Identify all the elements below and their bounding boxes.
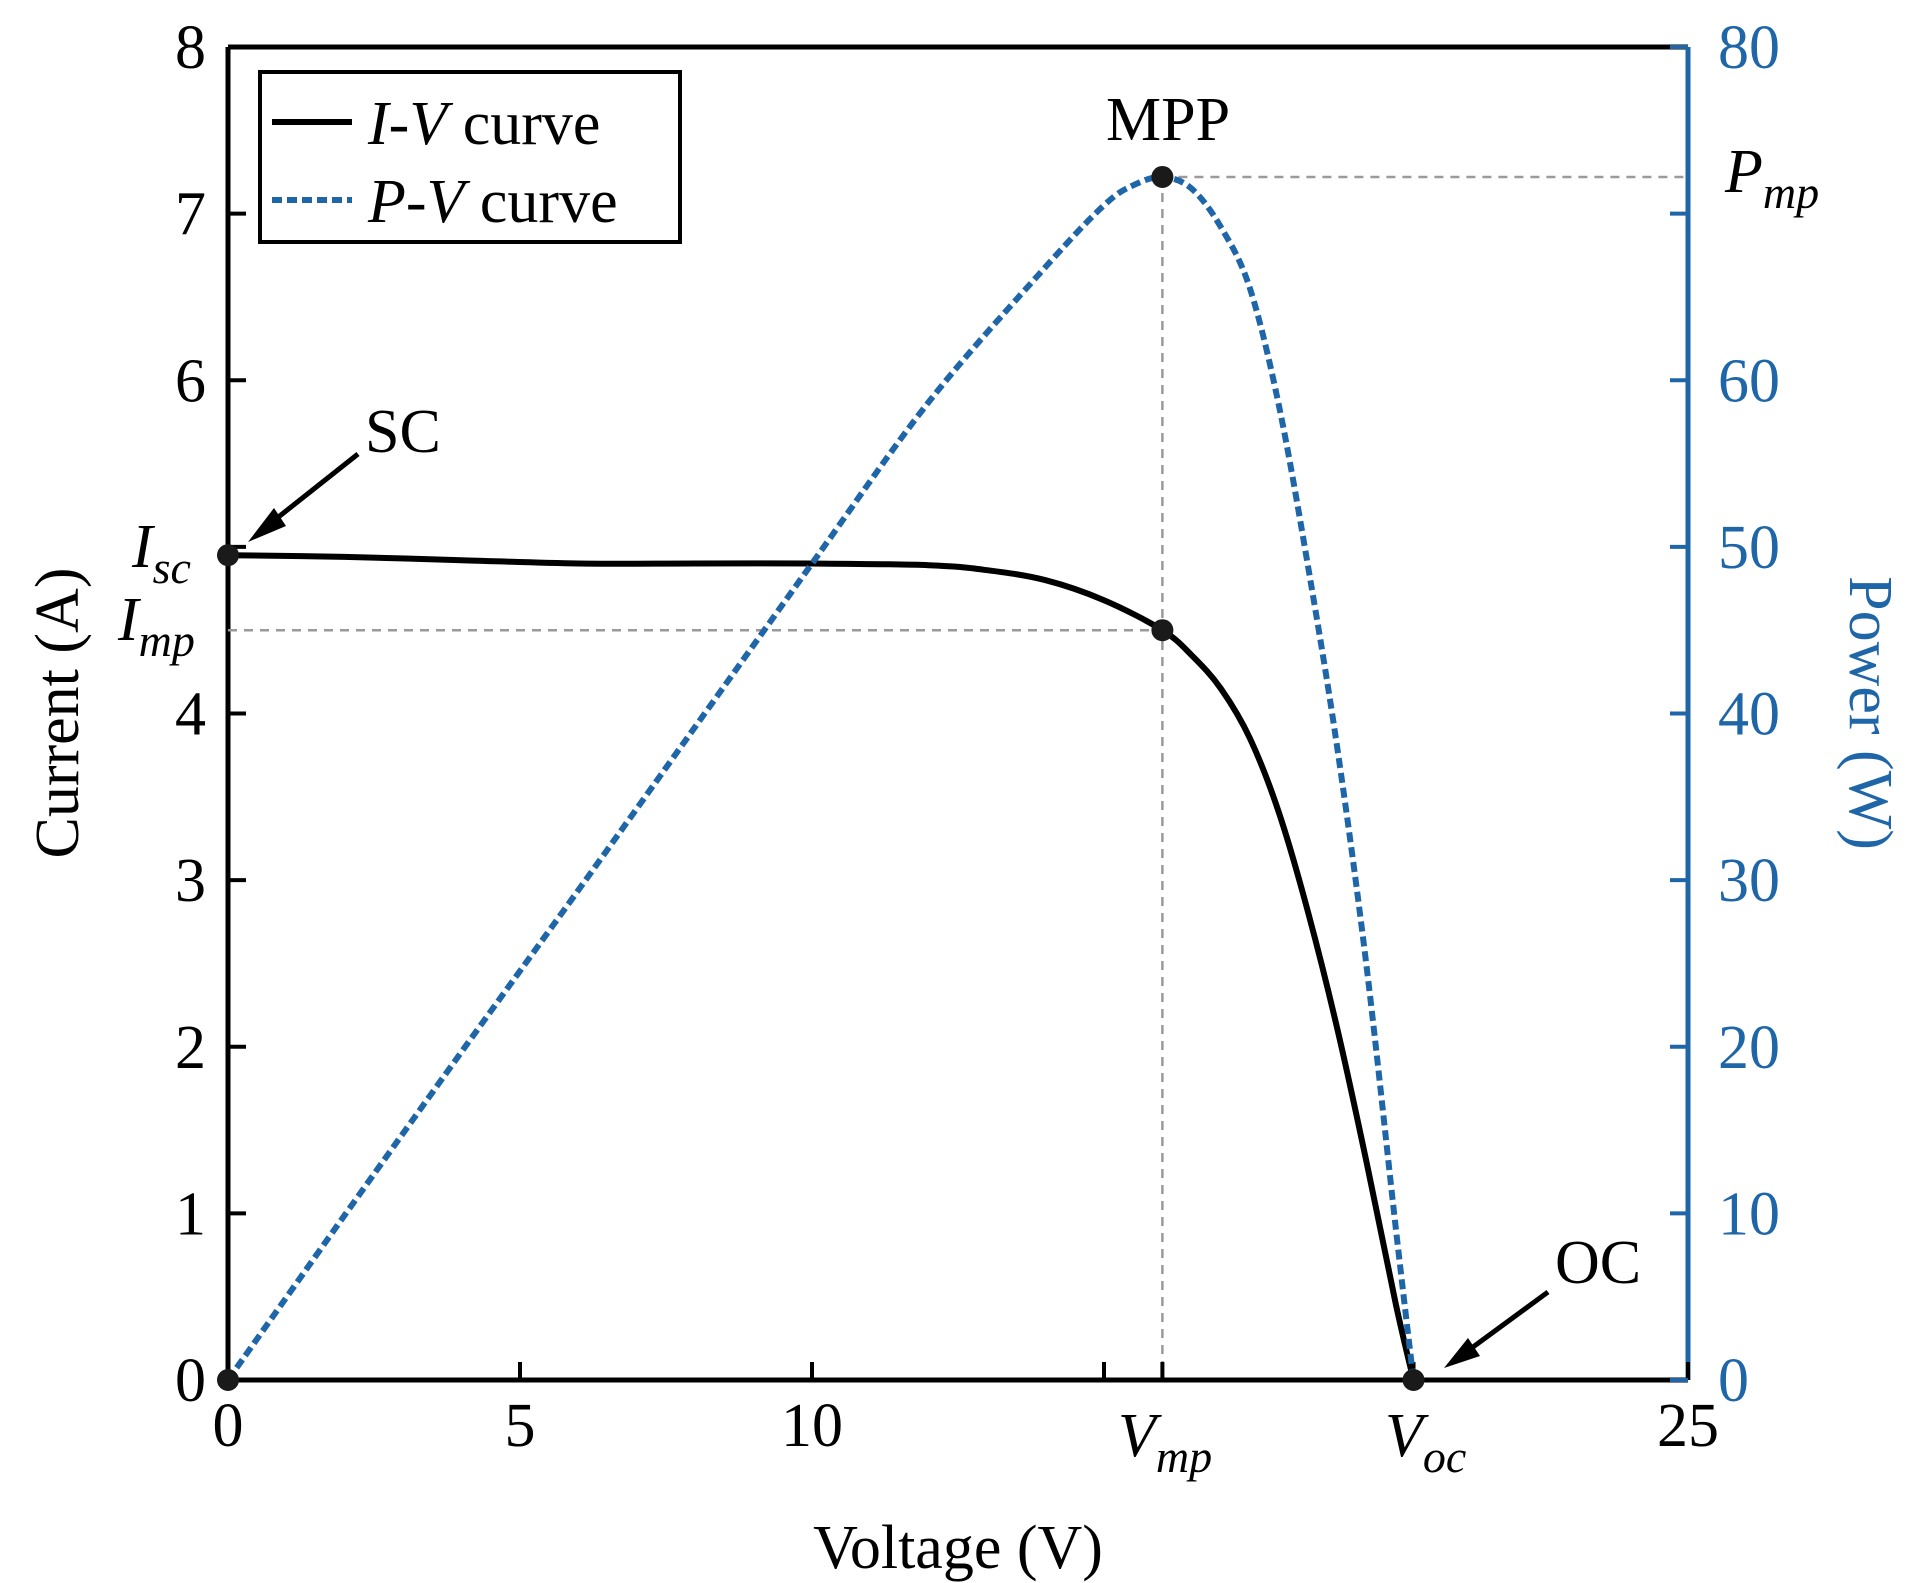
x-tick-label: 0: [213, 1392, 244, 1460]
axes-frame: [225, 44, 1691, 1383]
i-v-curve-line: [227, 552, 1417, 1381]
imp-point-marker: [1151, 619, 1174, 642]
legend-box: [258, 70, 682, 244]
y-right-tick-label: 50: [1718, 514, 1780, 582]
x-axis-title: Voltage (V): [813, 1514, 1103, 1582]
voc-label: Voc: [1385, 1402, 1466, 1482]
mpp-marker: [1151, 165, 1174, 188]
sc-arrow: [248, 452, 360, 542]
x-tick-label: 25: [1657, 1392, 1719, 1460]
p-v-curve-line: [225, 173, 1417, 1382]
y-right-tick-label: 20: [1718, 1014, 1780, 1082]
pmp-label: Pmp: [1724, 138, 1819, 218]
y-left-tick-label: 1: [175, 1180, 206, 1248]
x-tick-label: 5: [505, 1392, 536, 1460]
legend: I-V curve P-V curve: [258, 70, 682, 244]
y-right-tick-label: 40: [1718, 681, 1780, 749]
y-left-tick-label: 0: [175, 1347, 206, 1415]
x-tick-label: 10: [781, 1392, 843, 1460]
y-right-tick-label: 30: [1718, 847, 1780, 915]
sc-marker: [217, 544, 239, 567]
sc-label: SC: [365, 398, 441, 466]
oc-marker: [1402, 1369, 1425, 1391]
y-right-tick-label: 0: [1718, 1347, 1749, 1415]
origin-marker: [217, 1369, 239, 1391]
guide-lines: [228, 175, 1688, 1380]
y-left-tick-label: 6: [175, 347, 206, 415]
legend-iv-text: I-V curve: [367, 90, 600, 158]
oc-arrow: [1444, 1289, 1550, 1368]
y-right-tick-label: 10: [1718, 1180, 1780, 1248]
y-left-tick-label: 2: [175, 1014, 206, 1082]
y-right-axis-title: Power (W): [1836, 576, 1904, 850]
y-left-tick-label: 3: [175, 847, 206, 915]
oc-label: OC: [1555, 1229, 1641, 1297]
imp-label: Imp: [117, 586, 195, 666]
y-right-tick-label: 60: [1718, 347, 1780, 415]
y-left-tick-label: 4: [175, 681, 206, 749]
y-left-tick-label: 7: [175, 181, 206, 249]
y-right-tick-label: 80: [1718, 14, 1780, 82]
marker-points: [217, 165, 1425, 1391]
mpp-label: MPP: [1106, 86, 1230, 154]
isc-label: Isc: [131, 513, 191, 593]
y-left-tick-label: 8: [175, 14, 206, 82]
y-left-axis-title: Current (A): [24, 568, 92, 859]
legend-pv-text: P-V curve: [367, 168, 618, 236]
series-group: [225, 173, 1417, 1382]
vmp-label: Vmp: [1118, 1402, 1212, 1482]
